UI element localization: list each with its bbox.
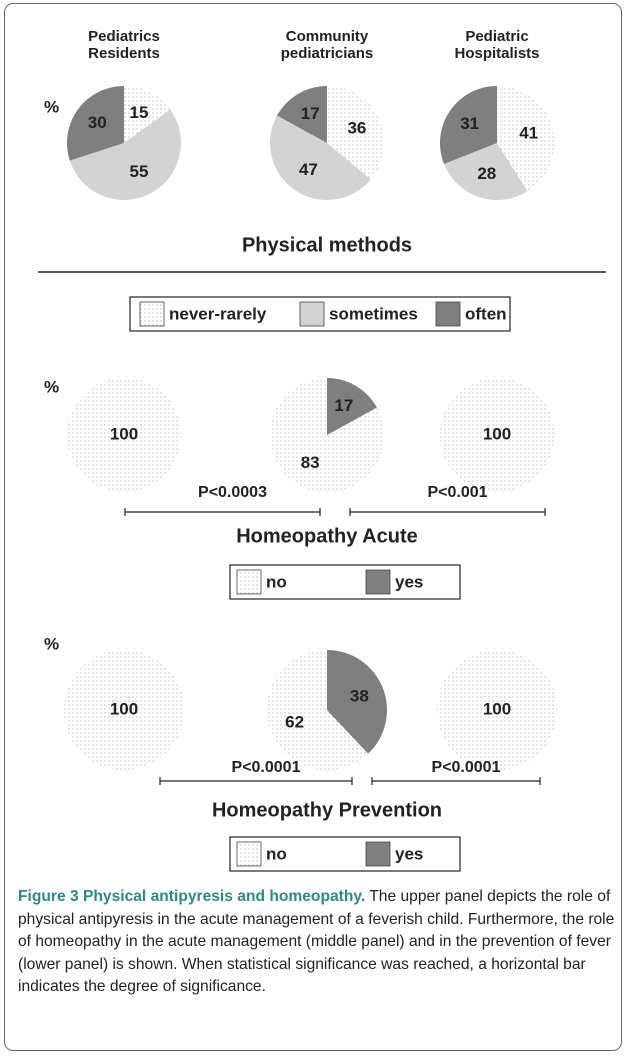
legend-swatch xyxy=(299,301,325,327)
y-label: % xyxy=(44,634,59,653)
significance-bar xyxy=(124,508,321,516)
significance-bar xyxy=(159,777,353,785)
slice-label: 100 xyxy=(110,699,138,718)
slice-label: 30 xyxy=(88,113,107,132)
panel-title: Homeopathy Prevention xyxy=(212,799,442,821)
pie-slice xyxy=(497,86,554,192)
legend-swatch xyxy=(139,301,165,327)
slice-label: 62 xyxy=(285,712,304,731)
pie-slice xyxy=(67,86,124,161)
pie-slice xyxy=(269,115,371,201)
slice-label: 41 xyxy=(519,123,538,142)
legend-label: yes xyxy=(395,572,423,591)
group-label: Community pediatricians xyxy=(280,28,374,62)
caption-text: The upper panel depicts the role of phys… xyxy=(18,888,615,995)
legend-label: never-rarely xyxy=(169,304,267,323)
pie-slice xyxy=(64,650,184,770)
pie-slice xyxy=(327,86,384,180)
legend-swatch xyxy=(365,569,391,595)
pie-slice xyxy=(439,86,497,164)
caption-label: Figure 3 Physical antipyresis and homeop… xyxy=(18,888,366,905)
slice-label: 17 xyxy=(334,396,353,415)
pie-slice xyxy=(327,650,387,754)
slice-label: 55 xyxy=(130,162,149,181)
slice-label: 83 xyxy=(301,453,320,472)
pie-slice xyxy=(437,650,557,770)
pie-slice xyxy=(266,650,369,771)
panel-title: Physical methods xyxy=(242,234,412,256)
significance-bar xyxy=(371,777,541,785)
significance-label: P<0.0001 xyxy=(232,759,301,776)
legend-label: often xyxy=(465,304,507,323)
slice-label: 47 xyxy=(299,160,318,179)
legend-label: no xyxy=(266,844,287,863)
y-label: % xyxy=(44,377,59,396)
pie-slice xyxy=(444,143,528,200)
slice-label: 28 xyxy=(477,164,496,183)
slice-label: 100 xyxy=(110,424,138,443)
slice-label: 36 xyxy=(347,118,366,137)
significance-label: P<0.0001 xyxy=(432,759,501,776)
pie-slice xyxy=(277,86,327,143)
legend-label: sometimes xyxy=(329,304,418,323)
panel-title: Homeopathy Acute xyxy=(236,525,418,547)
legend-swatch xyxy=(236,569,262,595)
group-label: Pediatrics Residents xyxy=(88,28,160,62)
legend-swatch xyxy=(435,301,461,327)
group-label: Pediatric Hospitalists xyxy=(454,28,540,62)
pie-slice xyxy=(440,378,554,492)
frame xyxy=(4,3,622,1051)
pie-slice xyxy=(67,378,181,492)
legend-swatch xyxy=(236,841,262,867)
legend-swatch xyxy=(365,841,391,867)
slice-label: 15 xyxy=(130,103,149,122)
legend-box xyxy=(229,836,461,872)
significance-label: P<0.001 xyxy=(427,484,487,501)
slice-label: 100 xyxy=(483,424,511,443)
y-label: % xyxy=(44,97,59,116)
legend-box xyxy=(229,564,461,600)
slice-label: 100 xyxy=(483,699,511,718)
legend-label: yes xyxy=(395,844,423,863)
slice-label: 17 xyxy=(301,104,320,123)
legend-label: no xyxy=(266,572,287,591)
significance-label: P<0.0003 xyxy=(198,484,267,501)
pie-slice xyxy=(124,86,171,143)
pie-slice xyxy=(327,378,377,435)
slice-label: 31 xyxy=(460,114,479,133)
pie-slice xyxy=(69,109,181,201)
caption: Figure 3 Physical antipyresis and homeop… xyxy=(18,886,618,999)
significance-bar xyxy=(349,508,546,516)
slice-label: 38 xyxy=(350,687,369,706)
